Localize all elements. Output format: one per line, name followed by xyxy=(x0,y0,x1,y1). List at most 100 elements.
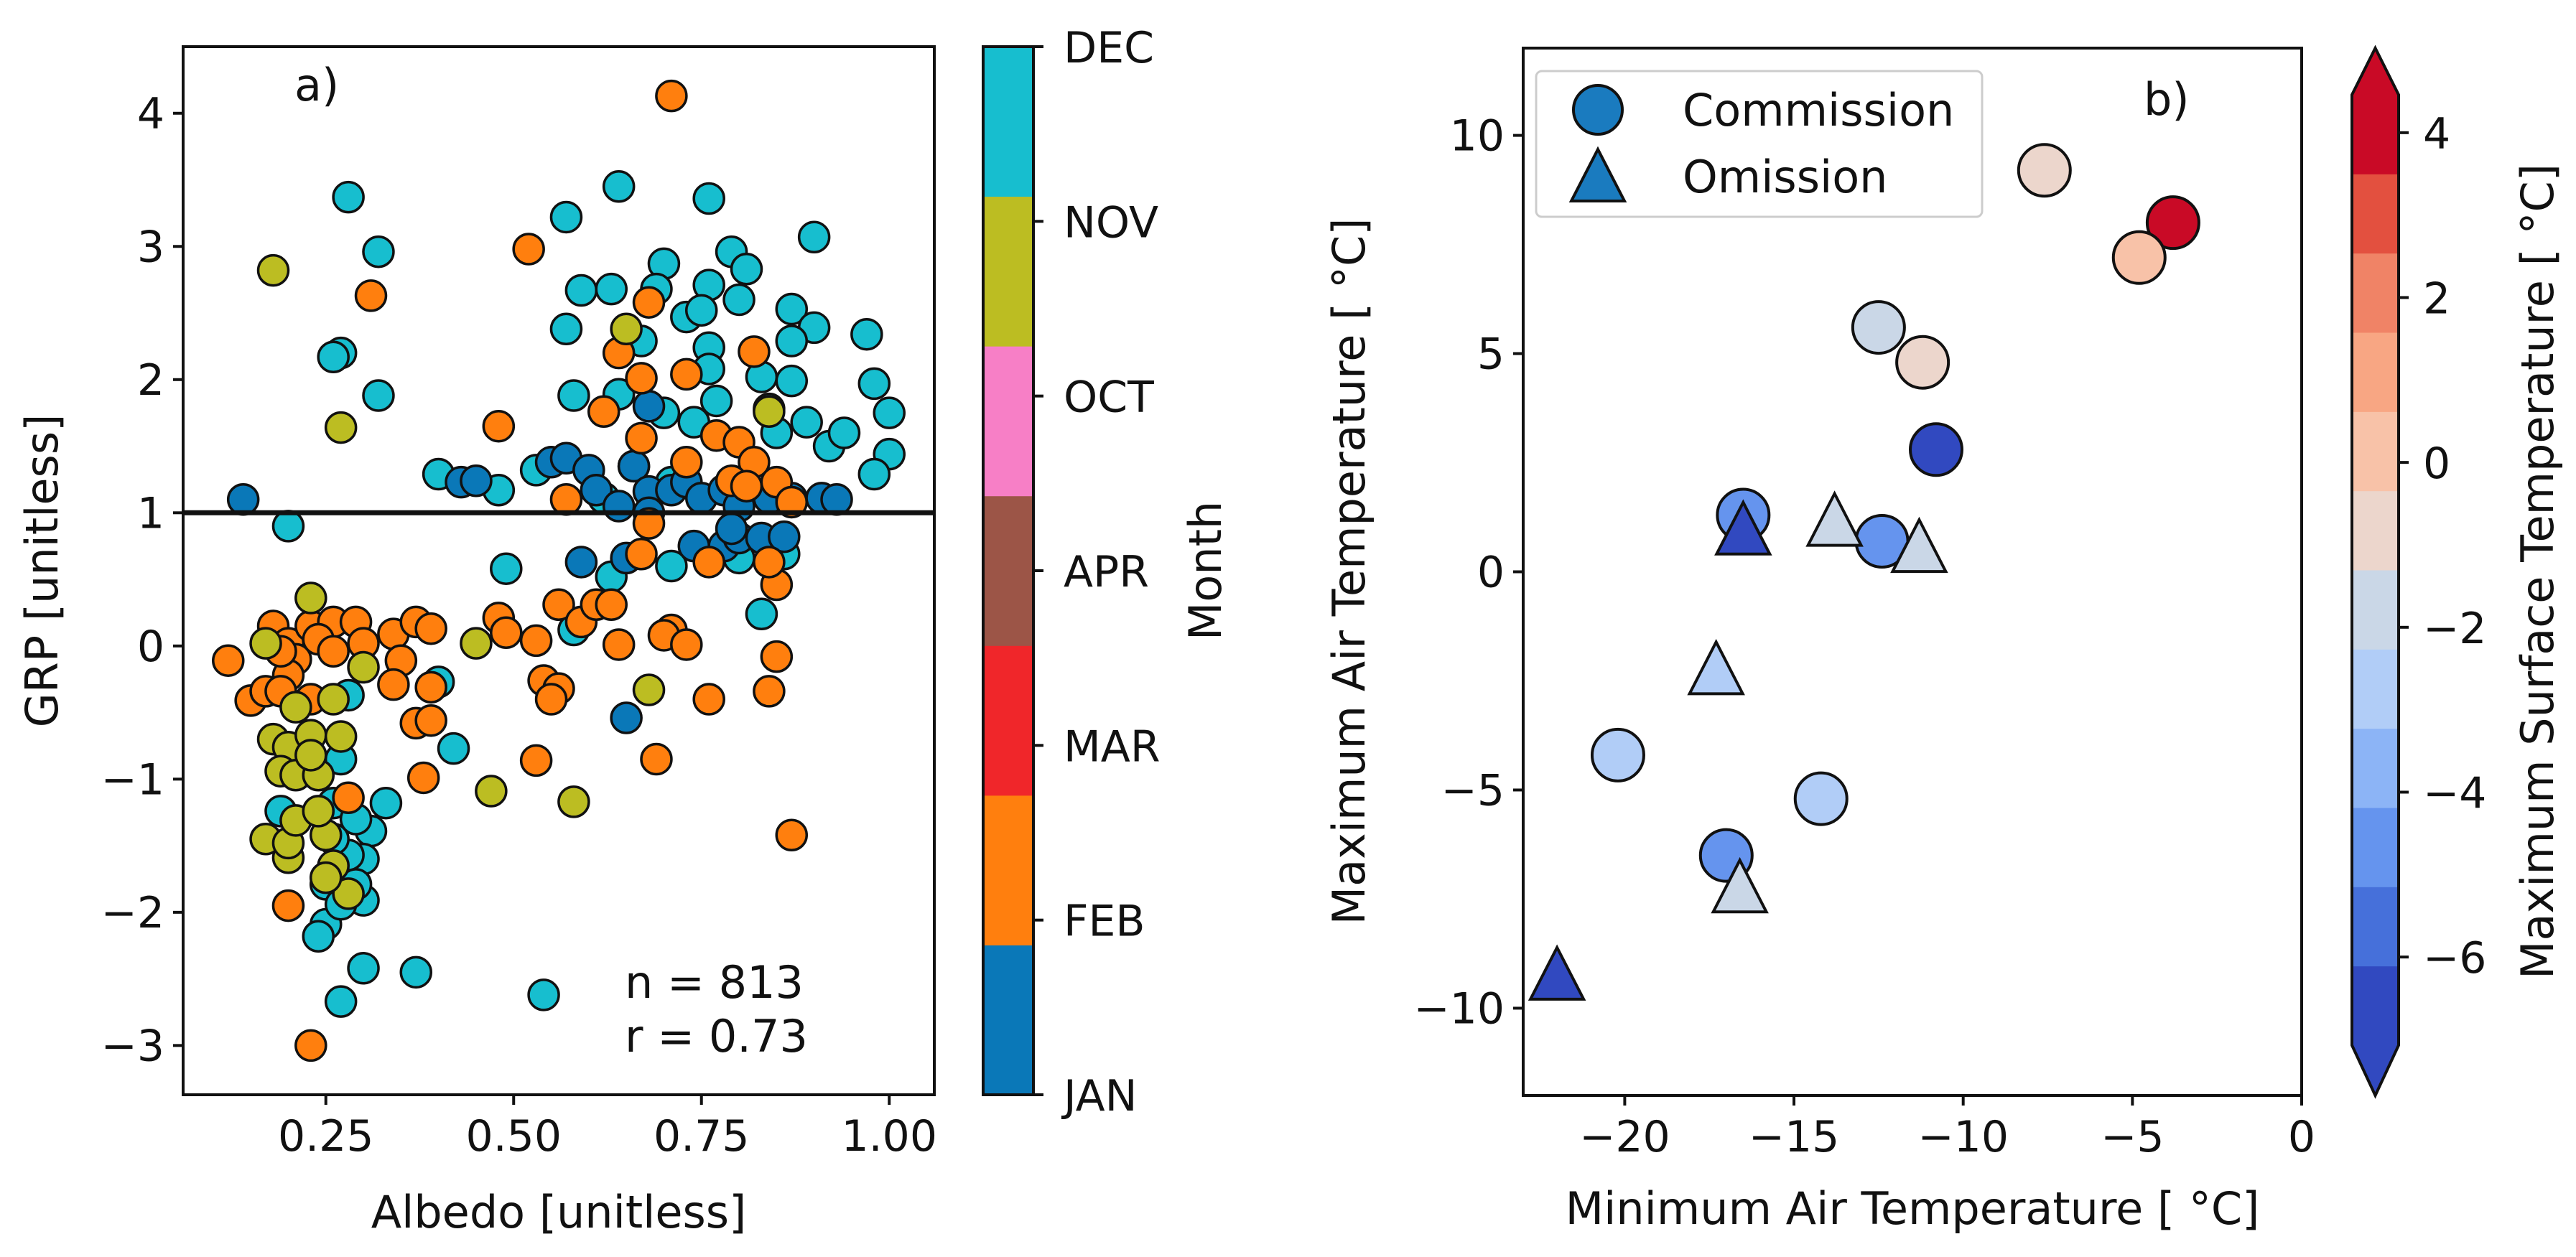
data-point-feb xyxy=(775,485,809,519)
colorbar-band xyxy=(2352,728,2399,808)
data-point-feb xyxy=(519,744,553,777)
data-point-dec xyxy=(324,985,358,1018)
y-tick-label: −1 xyxy=(101,754,164,805)
data-point-feb xyxy=(595,588,628,622)
commission-point xyxy=(1851,300,1906,355)
data-point-dec xyxy=(362,235,395,268)
data-point-dec xyxy=(549,312,583,346)
colorbar-band xyxy=(2352,649,2399,729)
data-point-dec xyxy=(730,253,763,286)
data-point-dec xyxy=(362,379,395,412)
colorbar-tick-label: −6 xyxy=(2423,933,2486,983)
omission-point xyxy=(1890,516,1948,574)
data-point-dec xyxy=(490,552,523,585)
x-tick-label: −15 xyxy=(1749,1112,1840,1162)
data-point-feb xyxy=(632,507,666,540)
data-point-feb xyxy=(512,233,545,266)
x-tick-label: −5 xyxy=(2101,1112,2164,1162)
data-point-dec xyxy=(790,406,823,439)
data-point-feb xyxy=(414,704,447,737)
colorbar-tick-label: OCT xyxy=(1064,373,1154,423)
data-point-feb xyxy=(519,624,553,658)
colorbar-band xyxy=(2352,332,2399,412)
surface-temp-colorbar-frame xyxy=(2351,45,2400,1099)
data-point-feb xyxy=(482,409,516,443)
surface-temp-colorbar-label: Maximum Surface Temperature [ °C] xyxy=(2511,164,2564,979)
panel-a-ylabel: GRP [unitless] xyxy=(16,414,68,728)
data-point-feb xyxy=(753,546,786,579)
data-point-feb xyxy=(332,781,365,815)
commission-point xyxy=(1908,422,1963,477)
colorbar-tick-label: NOV xyxy=(1064,197,1158,248)
panel-b-ylabel: Maximum Air Temperature [ °C] xyxy=(1323,218,1375,925)
data-point-jan xyxy=(226,482,260,516)
data-point-dec xyxy=(317,340,350,373)
colorbar-band-apr xyxy=(983,495,1033,646)
y-tick-label: −5 xyxy=(1441,765,1505,816)
colorbar-tick-label: −4 xyxy=(2423,768,2486,818)
data-point-feb xyxy=(602,628,636,661)
colorbar-extend-min-arrow xyxy=(2352,1045,2399,1095)
x-tick-label: −20 xyxy=(1579,1112,1670,1162)
colorbar-band xyxy=(2352,570,2399,650)
data-point-feb xyxy=(692,683,725,716)
y-tick-label: −3 xyxy=(101,1021,164,1071)
data-point-feb xyxy=(549,482,583,516)
data-point-dec xyxy=(873,396,906,429)
data-point-nov xyxy=(347,650,380,684)
colorbar-band-mar xyxy=(983,645,1033,796)
data-point-nov xyxy=(324,411,358,444)
data-point-nov xyxy=(317,683,350,716)
x-tick-label: 1.00 xyxy=(841,1111,937,1162)
data-point-feb xyxy=(377,668,410,701)
data-point-feb xyxy=(753,675,786,708)
commission-point xyxy=(1793,771,1849,826)
colorbar-band xyxy=(2352,95,2399,174)
data-point-nov xyxy=(475,775,508,808)
data-point-feb xyxy=(354,279,388,312)
y-tick-label: 0 xyxy=(137,622,164,672)
data-point-jan xyxy=(564,546,598,579)
data-point-jan xyxy=(602,490,636,523)
data-point-dec xyxy=(655,549,688,583)
legend-commission-marker xyxy=(1572,84,1624,136)
colorbar-tick-label: APR xyxy=(1064,547,1149,597)
data-point-dec xyxy=(437,732,470,765)
colorbar-band xyxy=(2352,490,2399,571)
legend-omission-label: Omission xyxy=(1683,151,1887,203)
colorbar-band-nov xyxy=(983,196,1033,347)
data-point-jan xyxy=(820,482,853,516)
data-point-feb xyxy=(625,362,658,395)
colorbar-tick-label: 4 xyxy=(2423,109,2450,159)
data-point-dec xyxy=(850,317,883,351)
colorbar-tick-label: MAR xyxy=(1064,721,1161,772)
data-point-nov xyxy=(294,581,327,615)
data-point-dec xyxy=(797,220,831,254)
data-point-dec xyxy=(302,920,335,953)
data-point-feb xyxy=(775,818,809,851)
data-point-dec xyxy=(722,283,755,317)
data-point-nov xyxy=(332,877,365,910)
y-tick-label: 1 xyxy=(137,488,164,538)
colorbar-tick-label: 2 xyxy=(2423,274,2450,324)
data-point-feb xyxy=(730,469,763,503)
data-point-dec xyxy=(775,324,809,358)
data-point-jan xyxy=(580,474,613,507)
data-point-feb xyxy=(655,79,688,113)
data-point-nov xyxy=(324,720,358,753)
data-point-feb xyxy=(414,612,447,645)
omission-point xyxy=(1805,490,1864,547)
x-tick-label: 0 xyxy=(2288,1112,2315,1162)
data-point-dec xyxy=(369,786,403,820)
colorbar-band xyxy=(2352,808,2399,887)
legend-box xyxy=(1535,70,1984,218)
colorbar-band-oct xyxy=(983,346,1033,497)
data-point-dec xyxy=(775,364,809,398)
colorbar-band-dec xyxy=(983,47,1033,197)
data-point-nov xyxy=(557,785,590,818)
data-point-feb xyxy=(587,395,620,429)
data-point-dec xyxy=(699,384,733,418)
y-tick-label: 10 xyxy=(1450,111,1505,162)
data-point-feb xyxy=(414,670,447,704)
colorbar-band-feb xyxy=(983,795,1033,945)
